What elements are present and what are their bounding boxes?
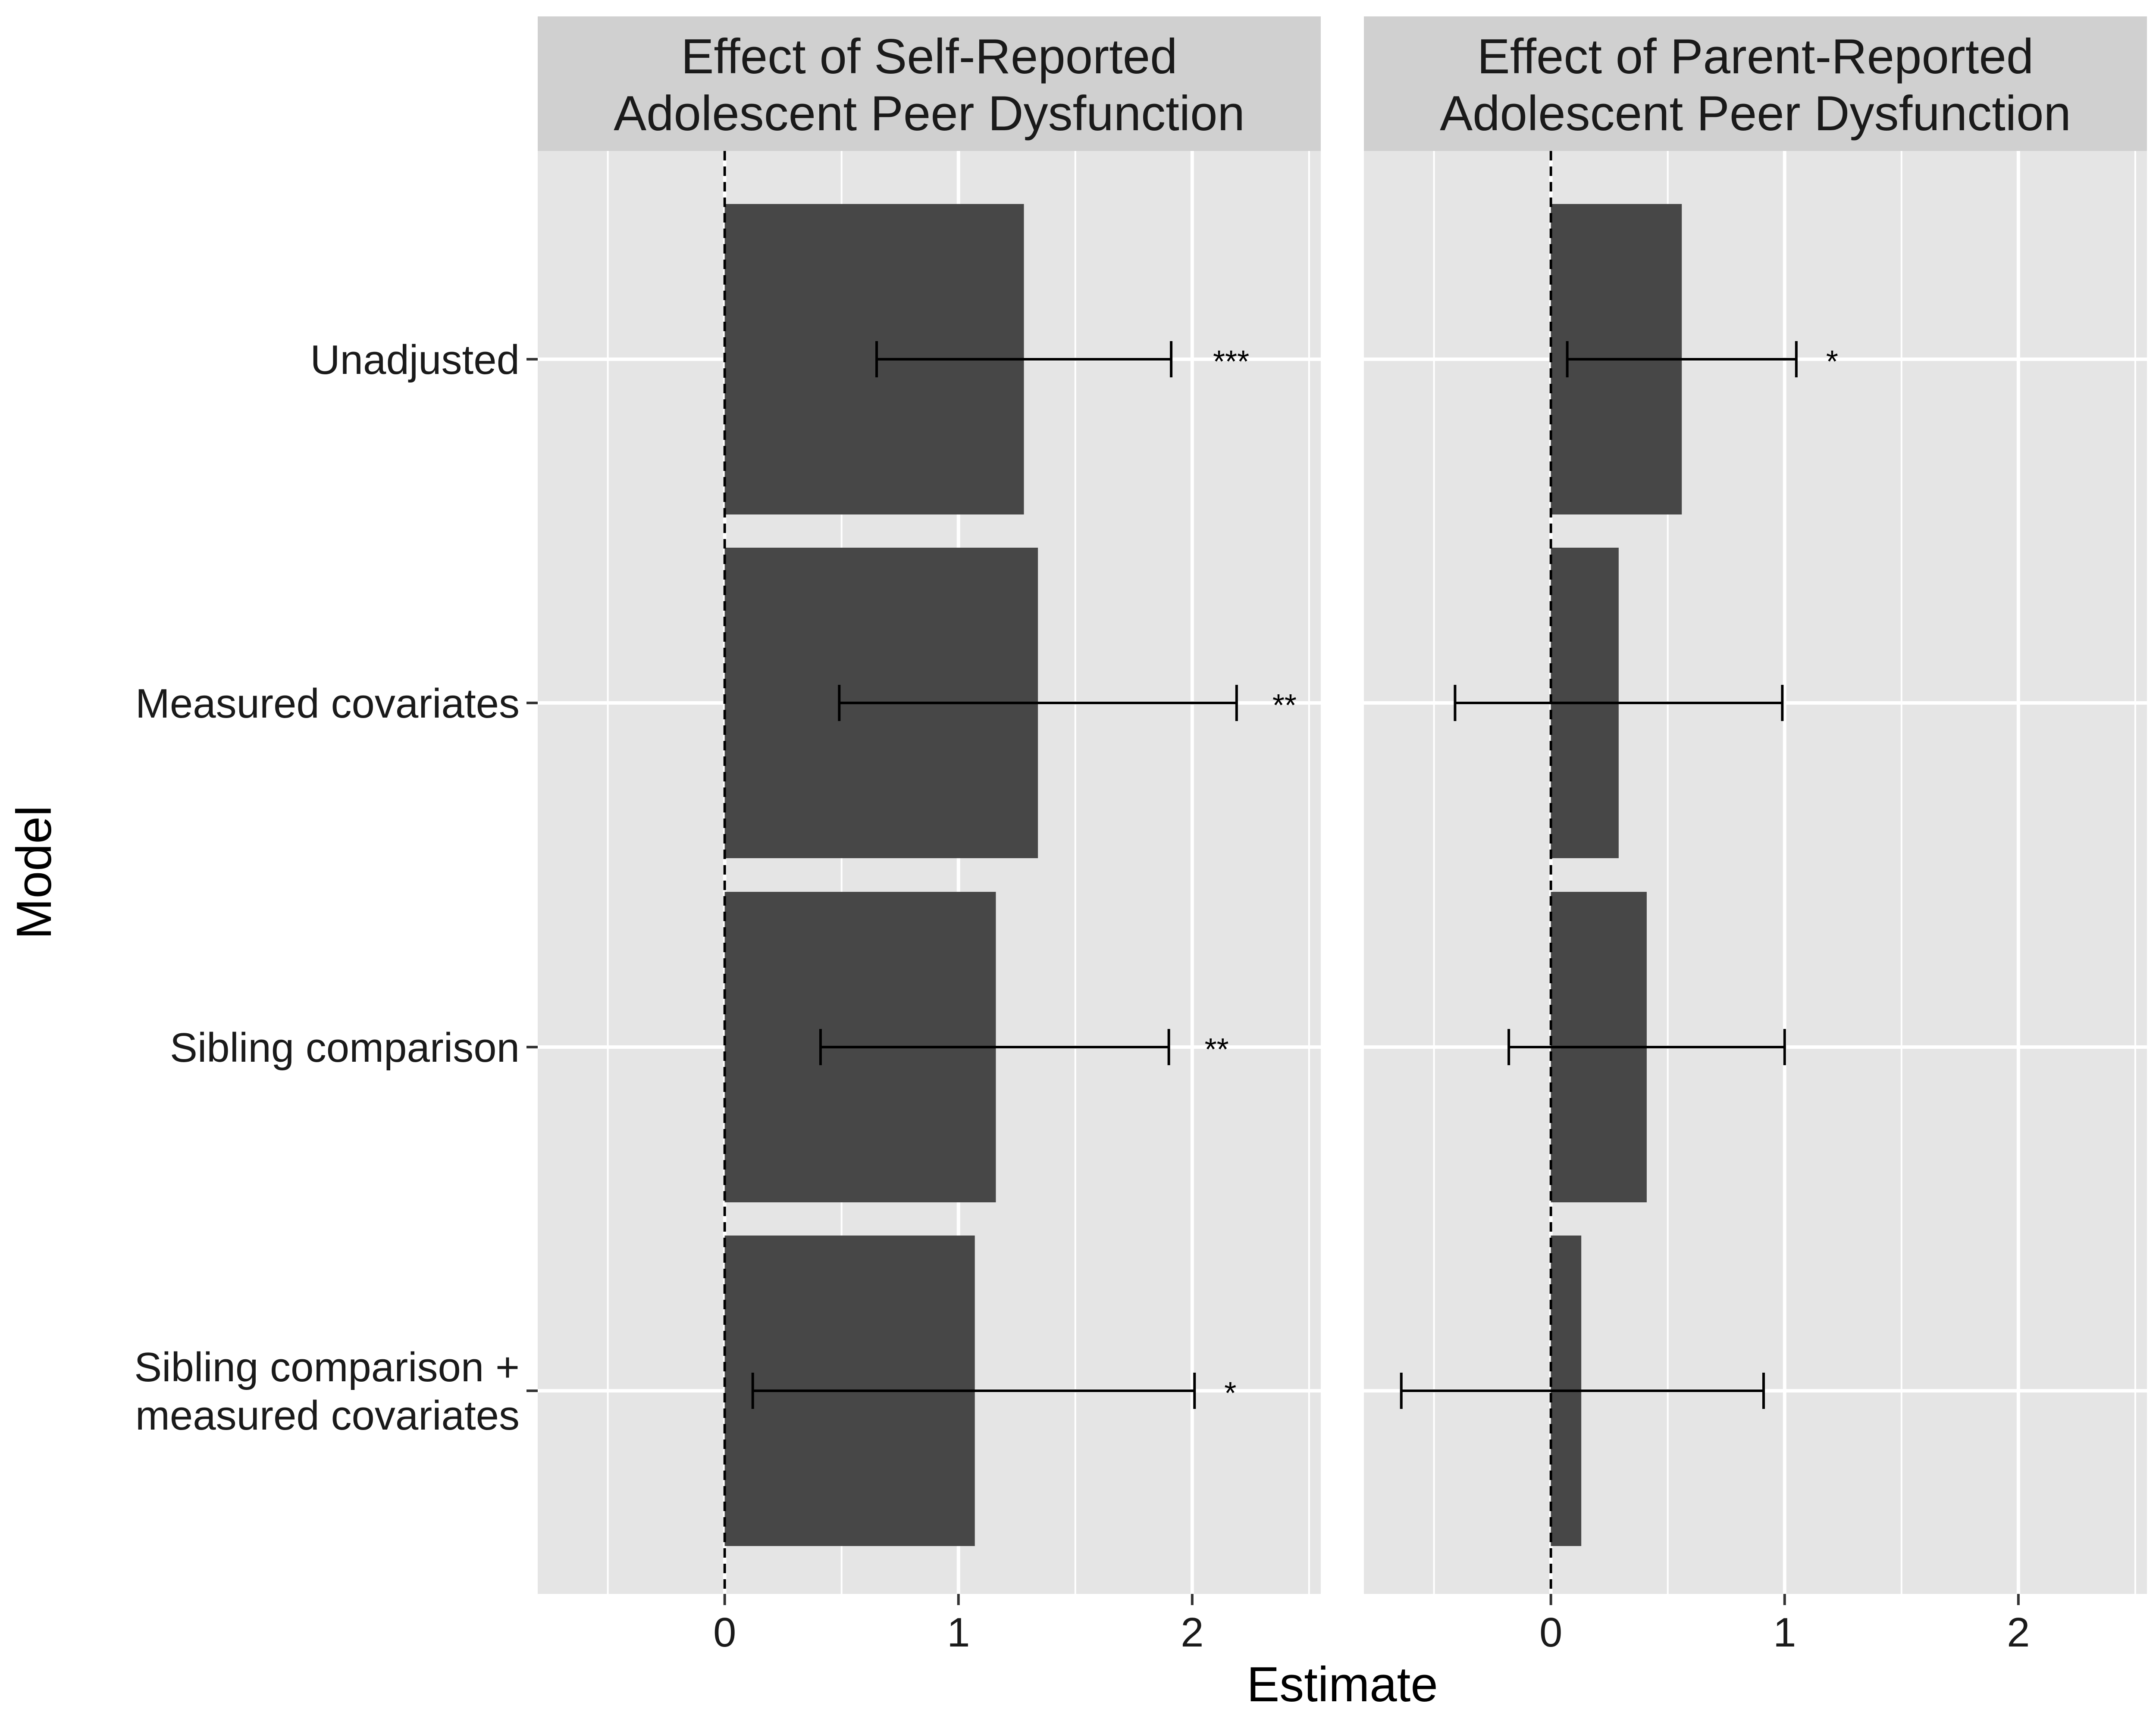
x-tick-label: 2 [2007,1609,2030,1656]
y-category-label-line: Measured covariates [135,681,520,727]
panel-title-line: Effect of Parent-Reported [1477,29,2034,84]
panel-1: ********Effect of Self-Reported Adolescen… [538,16,1321,1656]
x-tick-label: 2 [1181,1609,1203,1656]
strip-background [538,16,1321,151]
panel-background [1364,151,2147,1594]
significance-label: ** [1272,688,1297,723]
panel-title-line: Effect of Self-Reported [681,29,1177,84]
x-axis-title: Estimate [1247,1657,1438,1712]
error-bar [819,1029,1170,1065]
y-category-label-line: measured covariates [135,1393,520,1439]
y-category-label: Unadjusted [310,337,520,383]
error-bar [1400,1373,1765,1409]
y-category-label: Sibling comparison + measured covariates [134,1344,520,1439]
significance-label: ** [1205,1032,1229,1067]
y-category-label-line: Unadjusted [310,337,520,383]
error-bar [1507,1029,1786,1065]
y-category-label: Measured covariates [135,681,520,727]
error-bar [1454,685,1784,721]
significance-label: *** [1213,345,1249,379]
x-tick-label: 1 [1773,1609,1796,1656]
error-bar [875,341,1173,377]
panel-title: Effect of Self-Reported Adolescent Peer D… [614,29,1245,141]
panels-layer: ********Effect of Self-Reported Adolescen… [538,16,2147,1656]
y-category-label-line: Sibling comparison [170,1025,520,1071]
error-bar [1566,341,1798,377]
x-tick-label: 0 [1539,1609,1562,1656]
panel-title-line: Adolescent Peer Dysfunction [614,86,1245,141]
error-bar [751,1373,1196,1409]
panel-title: Effect of Parent-Reported Adolescent Peer… [1440,29,2071,141]
x-tick-label: 1 [947,1609,970,1656]
significance-label: * [1826,345,1838,379]
y-category-label-line: Sibling comparison + [134,1344,520,1390]
error-bar [838,685,1238,721]
significance-label: * [1224,1376,1236,1411]
y-category-label: Sibling comparison [170,1025,520,1071]
y-axis-title: Model [7,806,62,940]
x-tick-label: 0 [713,1609,736,1656]
panel-title-line: Adolescent Peer Dysfunction [1440,86,2071,141]
strip-background [1364,16,2147,151]
panel-2: * Effect of Parent-Reported Adolescent Pee… [1364,16,2147,1656]
y-axis: Unadjusted Measured covariates Sibling com… [134,337,538,1439]
